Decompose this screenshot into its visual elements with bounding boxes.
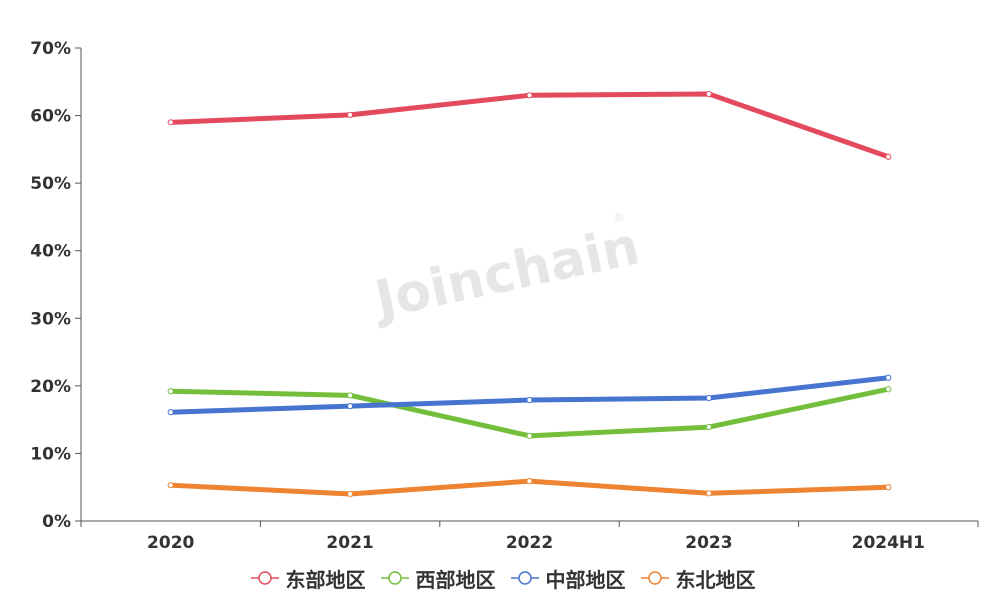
data-point-marker[interactable] <box>705 423 713 431</box>
data-point-marker[interactable] <box>167 482 174 489</box>
series-path <box>168 91 891 160</box>
legend-item-0[interactable]: 东部地区 <box>250 564 366 593</box>
data-point-marker[interactable] <box>885 374 892 381</box>
legend-line-circle-icon <box>640 571 669 585</box>
legend-label: 东部地区 <box>285 567 366 592</box>
data-point-marker[interactable] <box>526 432 533 439</box>
x-tick-label: 2024H1 <box>852 533 925 553</box>
series-path <box>168 386 891 439</box>
legend-item-1[interactable]: 西部地区 <box>380 564 496 593</box>
y-tick-label: 60% <box>30 107 71 127</box>
series-line-2 <box>167 374 892 416</box>
data-point-marker[interactable] <box>885 386 892 393</box>
series-line-3 <box>167 478 892 498</box>
data-point-marker[interactable] <box>347 490 354 498</box>
data-point-marker[interactable] <box>347 392 354 399</box>
y-tick-label: 0% <box>42 512 71 532</box>
data-point-marker[interactable] <box>347 403 354 410</box>
watermark: Joinchain ® <box>367 210 644 331</box>
data-point-marker[interactable] <box>705 90 713 98</box>
watermark-registered-mark: ® <box>611 210 626 226</box>
y-tick-label: 20% <box>30 377 71 397</box>
x-tick-label: 2020 <box>147 533 194 553</box>
x-tick-label: 2022 <box>506 533 553 553</box>
data-point-marker[interactable] <box>347 111 354 118</box>
data-point-marker[interactable] <box>705 394 713 402</box>
data-point-marker[interactable] <box>885 153 892 160</box>
data-point-marker[interactable] <box>885 484 892 491</box>
y-tick-label: 50% <box>30 174 71 194</box>
series-line-1 <box>167 386 892 439</box>
series-line-0 <box>167 90 892 160</box>
x-axis: 2020 2021 2022 2023 2024H1 <box>80 520 979 553</box>
data-point-marker[interactable] <box>705 490 713 497</box>
data-point-marker[interactable] <box>167 409 174 416</box>
data-point-marker[interactable] <box>167 388 174 395</box>
data-point-marker[interactable] <box>526 396 533 404</box>
y-tick-label: 70% <box>30 39 71 59</box>
legend-item-2[interactable]: 中部地区 <box>510 564 626 593</box>
y-tick-label: 10% <box>30 444 71 464</box>
legend-line-circle-icon <box>380 571 409 585</box>
legend-label: 东北地区 <box>675 567 756 592</box>
legend-label: 西部地区 <box>415 567 496 592</box>
legend-item-3[interactable]: 东北地区 <box>640 564 756 593</box>
y-axis: 0% 10% 20% 30% 40% 50% 60% 70% <box>30 39 82 532</box>
x-tick-label: 2021 <box>326 533 373 553</box>
watermark-text: Joinchain <box>367 216 644 331</box>
data-point-marker[interactable] <box>526 92 533 99</box>
series-group <box>167 90 892 498</box>
legend-line-circle-icon <box>510 571 539 585</box>
legend: 东部地区 西部地区 中部地区 东北地区 <box>0 563 1005 593</box>
legend-label: 中部地区 <box>545 567 626 592</box>
x-tick-label: 2023 <box>685 533 732 553</box>
data-point-marker[interactable] <box>526 478 533 485</box>
data-point-marker[interactable] <box>167 119 174 126</box>
y-tick-label: 30% <box>30 309 71 329</box>
legend-line-circle-icon <box>250 571 279 585</box>
y-tick-label: 40% <box>30 242 71 262</box>
